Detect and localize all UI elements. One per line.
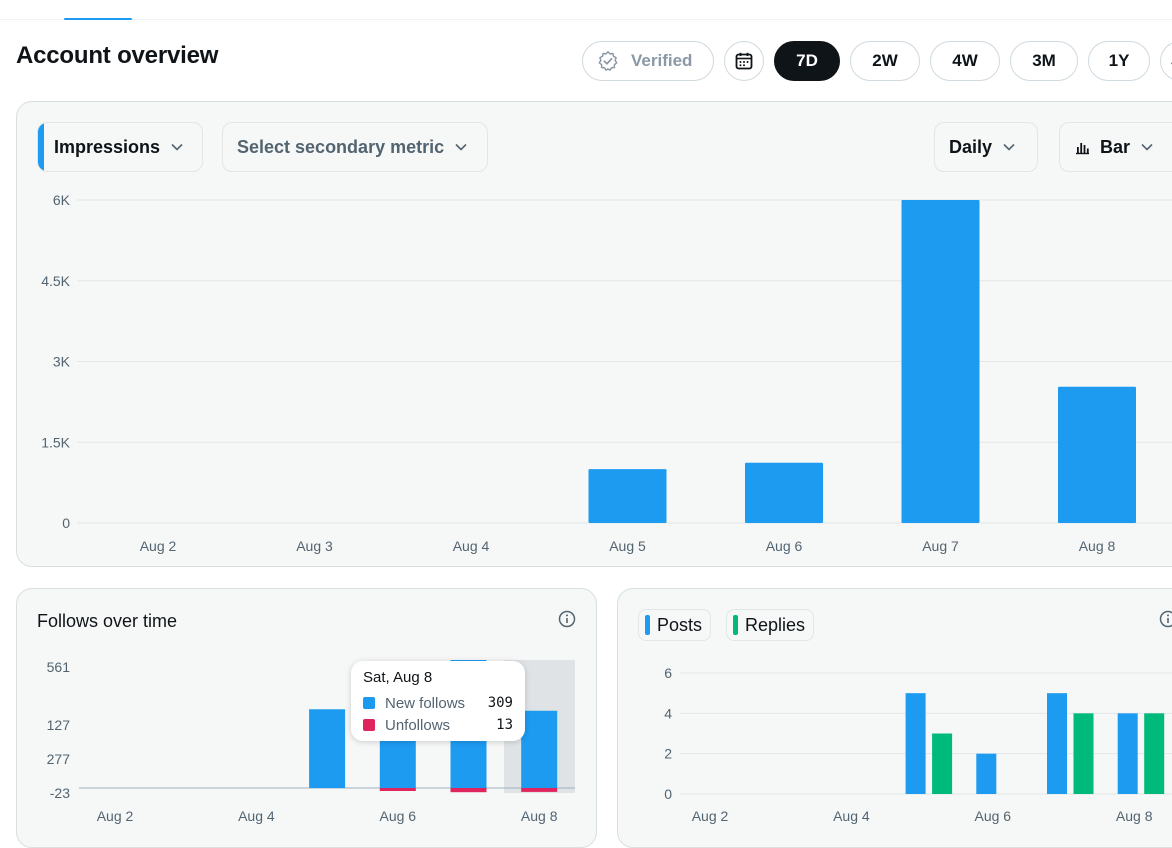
x-tick-label: Aug 5 (609, 538, 646, 554)
x-tick-label: Aug 8 (1079, 538, 1116, 554)
x-tick-label: Aug 3 (296, 538, 333, 554)
posts-bar (1118, 713, 1138, 794)
y-tick-label: 0 (664, 786, 672, 802)
x-tick-label: Aug 4 (453, 538, 490, 554)
unfollows-bar (521, 788, 557, 792)
tooltip-row-unfollows: Unfollows 13 (363, 714, 513, 736)
y-tick-label: 127 (47, 717, 71, 733)
range-4w-button[interactable]: 4W (930, 41, 1000, 81)
replies-bar (932, 734, 952, 795)
impressions-bar (745, 463, 823, 523)
posts-bar (906, 693, 926, 794)
active-tab-indicator (64, 18, 132, 20)
x-tick-label: Aug 8 (1116, 808, 1153, 824)
y-tick-label: 6K (53, 192, 71, 208)
range-7d-button[interactable]: 7D (774, 41, 840, 81)
tooltip-row-name: New follows (385, 695, 488, 712)
y-tick-label: -23 (50, 785, 70, 801)
impressions-bar (1058, 387, 1136, 523)
impressions-bar-chart: 0 1.5K 3K 4.5K 6K Aug 2 Aug 3 Aug 4 Aug 5 Aug 6 Au… (17, 102, 1172, 567)
x-tick-label: Aug 6 (975, 808, 1012, 824)
calendar-button[interactable] (724, 41, 764, 81)
y-tick-label: 0 (62, 515, 70, 531)
tooltip-row-value: 13 (496, 717, 513, 733)
verified-filter-button[interactable]: Verified (582, 41, 714, 81)
impressions-bar (902, 200, 980, 523)
top-tab-strip (0, 0, 1172, 20)
replies-bar (1144, 713, 1164, 794)
x-tick-label: Aug 6 (380, 808, 417, 824)
posts-bar (976, 754, 996, 794)
new-follows-bar (309, 709, 345, 788)
date-range-bar: Verified 7D 2W 4W 3M 1Y J (582, 41, 1172, 81)
x-tick-label: Aug 2 (97, 808, 134, 824)
y-tick-label: 3K (53, 354, 71, 370)
tooltip-row-value: 309 (488, 695, 513, 711)
posts-replies-bar-chart: 0 2 4 6 Aug 2 Aug 4 Aug 6 Aug 8 (618, 589, 1172, 848)
y-tick-label: 4.5K (41, 273, 70, 289)
range-1y-button[interactable]: 1Y (1088, 41, 1150, 81)
tooltip-swatch (363, 697, 375, 709)
x-tick-label: Aug 8 (521, 808, 558, 824)
impressions-bar (589, 469, 667, 523)
range-3m-button[interactable]: 3M (1010, 41, 1078, 81)
x-tick-label: Aug 2 (140, 538, 177, 554)
impressions-chart-card: Impressions Select secondary metric Dail… (16, 101, 1172, 567)
x-tick-label: Aug 6 (766, 538, 803, 554)
unfollows-bar (451, 788, 487, 792)
posts-bar (1047, 693, 1067, 794)
y-tick-label: 4 (664, 705, 672, 721)
x-tick-label: Aug 4 (833, 808, 870, 824)
range-2w-button[interactable]: 2W (850, 41, 920, 81)
follows-tooltip: Sat, Aug 8 New follows 309 Unfollows 13 (351, 661, 525, 741)
x-tick-label: Aug 7 (922, 538, 959, 554)
page-title: Account overview (16, 42, 218, 70)
y-tick-label: 1.5K (41, 434, 70, 450)
verified-label: Verified (631, 51, 692, 71)
tooltip-row-new-follows: New follows 309 (363, 692, 513, 714)
tooltip-title: Sat, Aug 8 (363, 669, 513, 686)
verified-badge-icon (597, 50, 619, 72)
range-more-button[interactable]: J (1160, 41, 1172, 81)
tooltip-swatch (363, 719, 375, 731)
y-tick-label: 561 (47, 659, 71, 675)
x-tick-label: Aug 2 (692, 808, 729, 824)
unfollows-bar (380, 788, 416, 791)
replies-bar (1074, 713, 1094, 794)
y-tick-label: 2 (664, 746, 672, 762)
calendar-icon (734, 51, 754, 71)
y-tick-label: 277 (47, 751, 71, 767)
y-tick-label: 6 (664, 665, 672, 681)
new-follows-bar (521, 711, 557, 788)
x-tick-label: Aug 4 (238, 808, 275, 824)
tooltip-row-name: Unfollows (385, 717, 496, 734)
